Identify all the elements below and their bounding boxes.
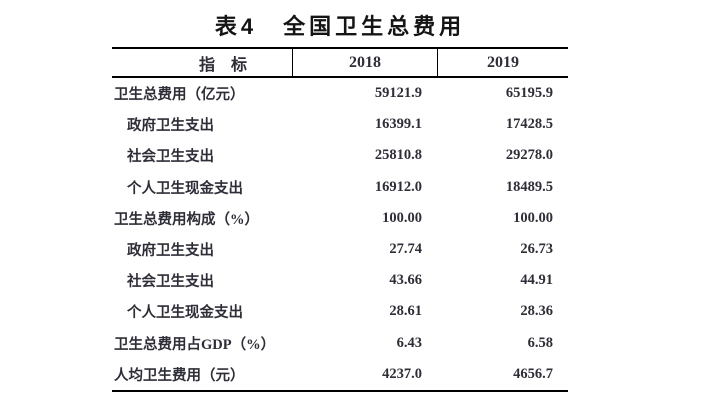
table-row: 卫生总费用占GDP（%） 6.43 6.58 (112, 328, 568, 359)
value-2018: 25810.8 (374, 147, 422, 164)
value-2019: 100.00 (513, 209, 553, 226)
table-row: 个人卫生现金支出 16912.0 18489.5 (112, 172, 568, 203)
row-label: 政府卫生支出 (127, 118, 214, 135)
value-2018: 28.61 (389, 303, 422, 320)
row-label: 政府卫生支出 (127, 243, 214, 260)
table-row: 社会卫生支出 43.66 44.91 (112, 265, 568, 296)
table-row: 个人卫生现金支出 28.61 28.36 (112, 296, 568, 327)
col-header-2018: 2018 (292, 49, 437, 76)
table-row: 卫生总费用构成（%） 100.00 100.00 (112, 203, 568, 234)
col-header-indicator: 指 标 (198, 56, 247, 74)
table-header-row: 指 标 2018 2019 (112, 47, 568, 78)
row-label: 人均卫生费用（元） (114, 367, 245, 384)
value-2019: 44.91 (520, 272, 553, 289)
table-row: 政府卫生支出 27.74 26.73 (112, 234, 568, 265)
value-2019: 18489.5 (505, 178, 553, 195)
row-label: 卫生总费用构成（%） (114, 211, 259, 228)
value-2018: 4237.0 (382, 365, 422, 382)
col-header-2019: 2019 (437, 49, 568, 76)
value-2019: 29278.0 (505, 147, 553, 164)
row-label: 卫生总费用（亿元） (114, 87, 245, 104)
value-2019: 17428.5 (505, 116, 553, 133)
table-row: 社会卫生支出 25810.8 29278.0 (112, 140, 568, 171)
table-body: 卫生总费用（亿元） 59121.9 65195.9 政府卫生支出 16399.1… (112, 78, 568, 392)
table-row: 政府卫生支出 16399.1 17428.5 (112, 109, 568, 140)
row-label: 社会卫生支出 (127, 149, 214, 166)
value-2018: 27.74 (389, 241, 422, 258)
table-row: 人均卫生费用（元） 4237.0 4656.7 (112, 359, 568, 390)
value-2019: 4656.7 (513, 365, 553, 382)
value-2018: 16399.1 (374, 116, 422, 133)
row-label: 个人卫生现金支出 (127, 180, 243, 197)
row-label: 卫生总费用占GDP（%） (114, 336, 276, 353)
value-2018: 16912.0 (374, 178, 422, 195)
value-2019: 6.58 (527, 334, 553, 351)
value-2019: 26.73 (520, 241, 553, 258)
value-2018: 59121.9 (374, 85, 422, 102)
row-label: 个人卫生现金支出 (127, 305, 243, 322)
value-2019: 65195.9 (505, 85, 553, 102)
row-label: 社会卫生支出 (127, 274, 214, 291)
table-title: 表4 全国卫生总费用 (214, 14, 466, 39)
value-2018: 43.66 (389, 272, 422, 289)
table-row: 卫生总费用（亿元） 59121.9 65195.9 (112, 78, 568, 109)
value-2018: 100.00 (382, 209, 422, 226)
health-expenditure-table: 指 标 2018 2019 卫生总费用（亿元） 59121.9 65195.9 … (112, 47, 568, 392)
value-2018: 6.43 (396, 334, 422, 351)
value-2019: 28.36 (520, 303, 553, 320)
